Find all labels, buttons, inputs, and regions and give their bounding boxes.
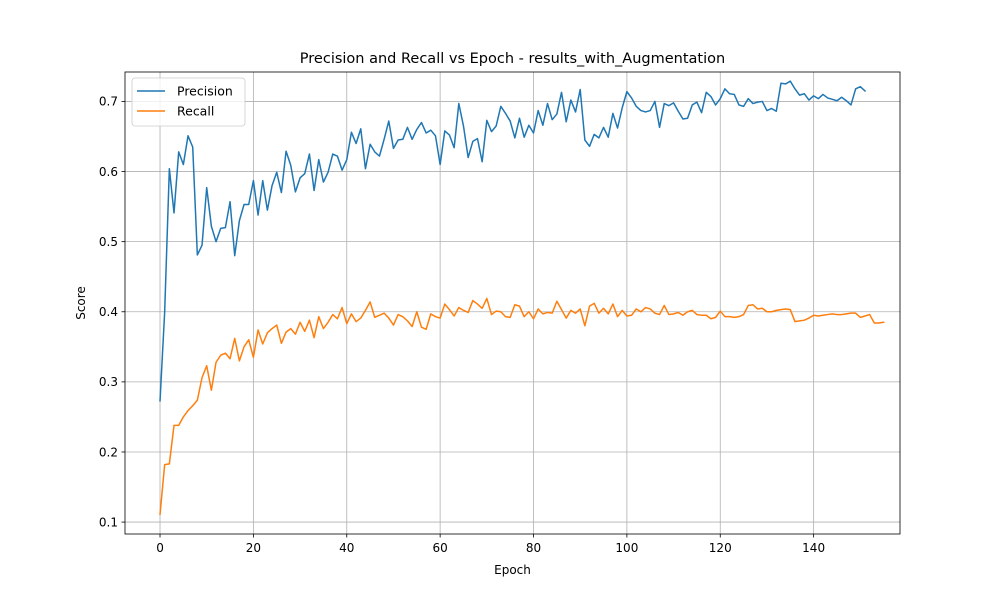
y-axis: 0.1 0.2 0.3 0.4 0.5 0.6 0.7 [99, 95, 125, 529]
y-tick-label: 0.5 [99, 235, 118, 249]
x-tick-label: 120 [709, 541, 732, 555]
x-tick-label: 140 [802, 541, 825, 555]
series-layer [159, 80, 885, 516]
y-tick-label: 0.6 [99, 165, 118, 179]
legend-label-recall: Recall [177, 104, 214, 119]
x-tick-label: 0 [156, 541, 164, 555]
x-tick-label: 20 [246, 541, 261, 555]
x-tick-label: 40 [339, 541, 354, 555]
y-tick-label: 0.3 [99, 375, 118, 389]
x-tick-label: 100 [615, 541, 638, 555]
series-line-recall [159, 297, 885, 516]
x-axis-label: Epoch [494, 563, 531, 577]
plot-background [125, 72, 900, 534]
legend-label-precision: Precision [177, 84, 233, 99]
chart-title: Precision and Recall vs Epoch - results_… [300, 51, 725, 67]
legend: Precision Recall [131, 77, 246, 127]
x-axis: 0 20 40 60 80 100 120 140 [156, 534, 825, 555]
x-tick-label: 60 [432, 541, 447, 555]
grid-lines [125, 72, 900, 534]
x-tick-label: 80 [526, 541, 541, 555]
y-axis-label: Score [74, 286, 88, 320]
y-tick-label: 0.4 [99, 305, 118, 319]
y-tick-label: 0.2 [99, 445, 118, 459]
plot-frame [124, 71, 901, 535]
legend-frame [131, 77, 246, 127]
plot-area [124, 71, 901, 535]
y-tick-label: 0.7 [99, 95, 118, 109]
y-tick-label: 0.1 [99, 515, 118, 529]
series-line-precision [159, 80, 867, 402]
legend-items: Precision Recall [137, 84, 233, 119]
